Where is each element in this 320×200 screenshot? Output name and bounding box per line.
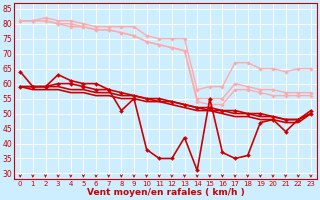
X-axis label: Vent moyen/en rafales ( km/h ): Vent moyen/en rafales ( km/h ) [87, 188, 244, 197]
